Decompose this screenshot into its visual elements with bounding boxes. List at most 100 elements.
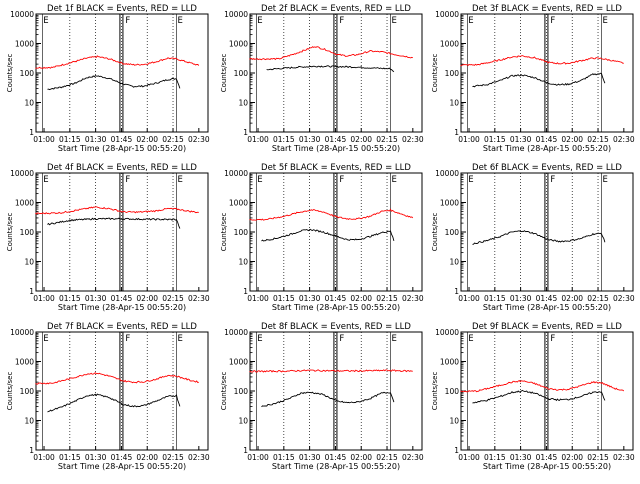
y-tick-label: 10000: [224, 169, 248, 178]
x-axis-label: Start Time (28-Apr-15 00:55:20): [272, 462, 400, 471]
x-tick-label: 01:00: [458, 135, 480, 144]
marker-label: E: [177, 334, 182, 344]
x-tick-label: 01:00: [247, 135, 269, 144]
lld-series-line: [35, 206, 199, 215]
y-tick-label: 10: [238, 258, 248, 267]
y-tick-label: 1: [243, 446, 248, 455]
x-tick-label: 01:45: [325, 453, 347, 462]
events-series-line: [47, 393, 181, 413]
lld-series-line: [460, 55, 624, 67]
x-tick-label: 02:30: [613, 453, 635, 462]
plot-frame: [35, 331, 209, 451]
x-tick-label: 01:45: [325, 294, 347, 303]
x-tick-label: 02:00: [350, 453, 372, 462]
y-tick-label: 1000: [229, 40, 248, 49]
y-tick-label: 1000: [15, 199, 34, 208]
marker-label: E: [43, 175, 48, 185]
marker-label: E: [43, 334, 48, 344]
x-tick-label: 01:30: [510, 135, 532, 144]
panel-3: Det 3f BLACK = Events, RED = LLD 1 10 100 10…: [431, 4, 635, 153]
y-axis-label: Counts/sec: [6, 54, 14, 93]
x-tick-label: 01:00: [247, 453, 269, 462]
events-series-line: [266, 65, 395, 73]
marker-label: E: [602, 175, 607, 185]
x-axis-label: Start Time (28-Apr-15 00:55:20): [58, 303, 186, 312]
events-series-line: [472, 72, 606, 88]
marker-label: F: [550, 334, 555, 344]
marker-label: F: [339, 16, 344, 26]
y-axis-label: Counts/sec: [6, 372, 14, 411]
y-tick-label: 100: [20, 387, 35, 396]
plot-frame: [460, 172, 634, 292]
y-tick-label: 1: [454, 446, 459, 455]
plot-frame: [249, 331, 423, 451]
x-tick-label: 01:45: [536, 294, 558, 303]
y-axis-label: Counts/sec: [220, 54, 228, 93]
marker-label: E: [43, 16, 48, 26]
y-tick-label: 1000: [440, 199, 459, 208]
panel-title: Det 8f BLACK = Events, RED = LLD: [261, 322, 411, 332]
y-tick-label: 1: [454, 128, 459, 137]
panel-1: Det 1f BLACK = Events, RED = LLD 1 10 100 10…: [6, 4, 210, 153]
x-tick-label: 01:45: [325, 135, 347, 144]
x-tick-label: 02:30: [188, 135, 210, 144]
y-axis-label: Counts/sec: [431, 213, 439, 252]
x-tick-label: 02:00: [136, 294, 158, 303]
y-tick-label: 1000: [15, 40, 34, 49]
x-tick-label: 02:30: [402, 294, 424, 303]
x-tick-label: 02:15: [587, 294, 609, 303]
x-tick-label: 01:15: [484, 135, 506, 144]
x-tick-label: 01:30: [85, 135, 107, 144]
marker-label: E: [257, 334, 262, 344]
marker-label: F: [125, 16, 130, 26]
plot-frame: [35, 172, 209, 292]
panel-title: Det 1f BLACK = Events, RED = LLD: [47, 4, 197, 14]
x-tick-label: 01:15: [484, 453, 506, 462]
marker-label: E: [602, 334, 607, 344]
x-tick-label: 01:15: [273, 135, 295, 144]
y-tick-label: 1: [454, 287, 459, 296]
lld-series-line: [35, 55, 200, 69]
x-tick-label: 01:45: [111, 135, 133, 144]
x-tick-label: 01:00: [33, 294, 55, 303]
marker-label: E: [602, 16, 607, 26]
y-tick-label: 1000: [440, 40, 459, 49]
panel-5: Det 5f BLACK = Events, RED = LLD 1 10 100 10…: [220, 163, 424, 312]
events-series-line: [47, 75, 181, 91]
y-tick-label: 10000: [10, 169, 34, 178]
y-tick-label: 10000: [10, 10, 34, 19]
y-axis-label: Counts/sec: [431, 54, 439, 93]
x-tick-label: 01:00: [33, 453, 55, 462]
y-tick-label: 10: [449, 417, 459, 426]
lld-series-line: [460, 380, 625, 393]
lld-series-line: [249, 208, 414, 221]
events-series-line: [261, 391, 395, 408]
y-tick-label: 10000: [435, 169, 459, 178]
events-series-line: [47, 217, 181, 229]
panel-7: Det 7f BLACK = Events, RED = LLD 1 10 100 10…: [6, 322, 210, 471]
x-tick-label: 01:45: [536, 453, 558, 462]
x-tick-label: 01:30: [510, 294, 532, 303]
marker-label: E: [391, 334, 396, 344]
marker-label: E: [177, 175, 182, 185]
x-tick-label: 02:15: [376, 294, 398, 303]
x-tick-label: 01:00: [458, 453, 480, 462]
panel-title: Det 6f BLACK = Events, RED = LLD: [472, 163, 622, 173]
panel-title: Det 3f BLACK = Events, RED = LLD: [472, 4, 622, 14]
x-axis-label: Start Time (28-Apr-15 00:55:20): [483, 303, 611, 312]
x-tick-label: 01:15: [484, 294, 506, 303]
y-tick-label: 10: [24, 417, 34, 426]
y-tick-label: 1: [243, 128, 248, 137]
y-tick-label: 10: [238, 99, 248, 108]
plot-frame: [35, 13, 209, 133]
x-tick-label: 01:30: [299, 135, 321, 144]
y-tick-label: 10: [449, 99, 459, 108]
y-tick-label: 1000: [15, 358, 34, 367]
x-tick-label: 02:15: [587, 135, 609, 144]
x-tick-label: 02:30: [188, 294, 210, 303]
x-tick-label: 02:30: [613, 135, 635, 144]
panel-title: Det 9f BLACK = Events, RED = LLD: [472, 322, 622, 332]
marker-label: E: [257, 16, 262, 26]
